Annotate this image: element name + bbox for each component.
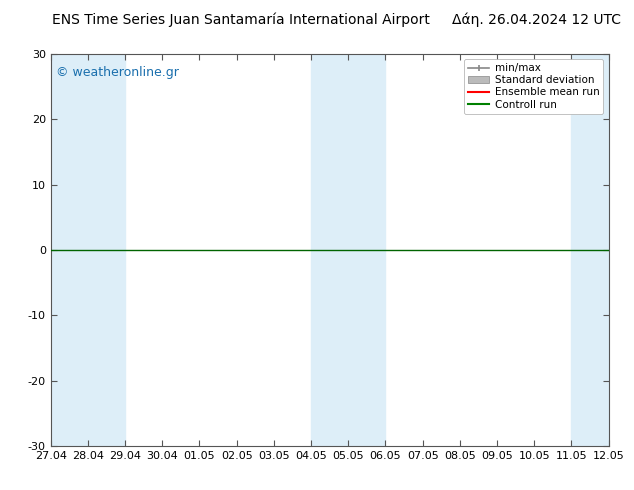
Bar	[88, 54, 125, 446]
Bar	[311, 54, 348, 446]
Bar	[571, 54, 609, 446]
Text: Δάη. 26.04.2024 12 UTC: Δάη. 26.04.2024 12 UTC	[452, 12, 621, 27]
Text: © weatheronline.gr: © weatheronline.gr	[56, 66, 179, 79]
Bar	[348, 54, 385, 446]
Text: ENS Time Series Juan Santamaría International Airport: ENS Time Series Juan Santamaría Internat…	[52, 12, 430, 27]
Legend: min/max, Standard deviation, Ensemble mean run, Controll run: min/max, Standard deviation, Ensemble me…	[464, 59, 604, 114]
Bar	[51, 54, 88, 446]
